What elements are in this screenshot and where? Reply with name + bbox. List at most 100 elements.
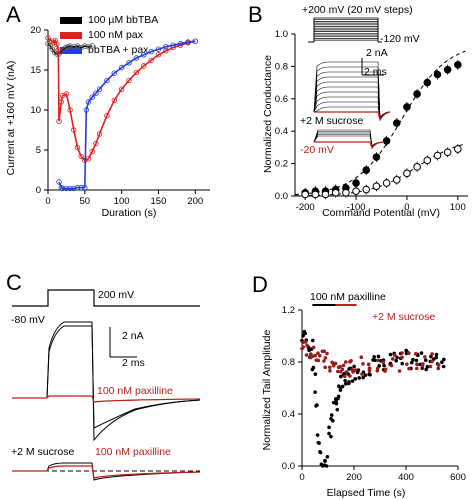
panel-b-point [443, 148, 452, 157]
panel-b-point [423, 156, 432, 165]
panel-d-point [343, 378, 348, 383]
panel-a-point [71, 185, 77, 192]
panel-d-point [318, 450, 323, 455]
panel-a-y-tick-label: 20 [30, 25, 41, 36]
panel-a-point [155, 52, 162, 58]
panel-d-point [322, 359, 326, 363]
panel-d-point [316, 351, 320, 355]
panel-b-point [413, 163, 421, 171]
panel-d-point [405, 362, 409, 366]
panel-d-point [343, 382, 348, 386]
panel-a-point [78, 184, 84, 191]
panel-b-point [372, 182, 381, 191]
panel-a-point [96, 131, 103, 137]
panel-b-point [392, 119, 401, 127]
panel-b-y-tick-label: 0.0 [275, 191, 288, 202]
panel-b-point [362, 166, 371, 174]
panel-d-point [395, 355, 399, 360]
panel-b-sucrose-label: +2 M sucrose [300, 115, 363, 127]
panel-a-x-tick-label: 50 [80, 196, 91, 207]
panel-d-point [301, 345, 306, 349]
panel-d-point [434, 355, 439, 360]
panel-a-point [71, 44, 77, 50]
panel-d-point [383, 367, 388, 372]
panel-label-b: B [248, 2, 263, 27]
panel-b-point [454, 60, 462, 69]
panel-d-point [411, 357, 415, 362]
panel-a-x-tick-label: 200 [187, 196, 203, 207]
panel-d-point [336, 365, 341, 370]
panel-d-point [335, 369, 340, 374]
panel-b-point [423, 78, 432, 87]
panel-a-point [111, 70, 117, 76]
panel-b-xlabel: Command Potential (mV) [322, 207, 440, 219]
panel-d-point [390, 357, 395, 361]
panel-b-point [443, 65, 452, 74]
panel-b-point [301, 190, 309, 199]
panel-a-point [104, 77, 110, 84]
panel-d-point [392, 353, 397, 357]
panel-a-point [55, 47, 62, 53]
panel-b-point [433, 151, 442, 160]
panel-b-point [352, 187, 360, 195]
panel-a-y-tick-label: 15 [30, 65, 41, 76]
panel-b-ylabel: Normalized Conductance [262, 55, 274, 173]
panel-d-point [400, 355, 404, 360]
panel-b-point [403, 169, 411, 178]
panel-a-point [45, 35, 51, 41]
panel-a-point [89, 43, 95, 49]
panel-a-point [83, 107, 89, 113]
panel-b-y-tick-label: 0.4 [275, 126, 288, 137]
panel-a-point [67, 43, 73, 49]
panel-label-a: A [6, 2, 21, 27]
panel-b-point [362, 185, 371, 194]
panel-b-minus20-label: -20 mV [300, 144, 334, 156]
panel-a-legend-swatch [60, 32, 82, 39]
panel-d-point [400, 361, 405, 366]
panel-c-scale-na: 2 nA [122, 330, 144, 342]
panel-a-point [163, 44, 169, 50]
panel-d-point [430, 359, 434, 364]
panel-b-point [352, 179, 360, 187]
panel-a-legend-swatch [60, 17, 82, 24]
panel-d-sucrose-label: +2 M sucrose [372, 311, 435, 323]
panel-a-point [71, 127, 77, 133]
panel-d-point [311, 365, 316, 370]
panel-b-point [433, 70, 442, 79]
panel-c-hold-label: -80 mV [11, 314, 45, 326]
panel-d-point [301, 340, 305, 345]
panel-d-point [310, 338, 315, 343]
panel-a-point [93, 90, 99, 96]
panel-d-point [336, 394, 341, 399]
panel-d-y-tick-label: 1.2 [282, 305, 295, 316]
panel-d-point [316, 358, 321, 363]
panel-d-point [342, 374, 347, 379]
panel-a-point [111, 97, 117, 104]
panel-d-point [339, 374, 343, 379]
panel-d-point [313, 390, 317, 394]
panel-d-point [340, 384, 345, 389]
panel-b-x-tick-label: -200 [296, 202, 315, 213]
panel-b-x-tick-label: 100 [450, 202, 466, 213]
panel-d-point [436, 366, 441, 371]
panel-d-point [347, 381, 351, 386]
panel-a-legend-2: 100 nM pax [88, 29, 144, 41]
panel-d-point [382, 363, 386, 368]
panel-d-point [355, 370, 360, 375]
panel-c-step-label: 200 mV [98, 289, 134, 301]
panel-a-x-tick-label: 0 [45, 196, 50, 207]
panel-d-point [415, 362, 419, 367]
panel-b-point [454, 145, 462, 153]
panel-a-point [155, 46, 162, 52]
panel-a-point [63, 91, 70, 97]
panel-c-pax-label-1: 100 nM paxilline [97, 385, 173, 397]
panel-a-ylabel: Current at +160 mV (nA) [5, 61, 17, 176]
panel-a-point [63, 185, 70, 192]
panel-b-point [403, 103, 411, 111]
panel-b-current-red [314, 111, 391, 122]
panel-d-point [423, 355, 427, 359]
panel-b-y-tick-label: 0.6 [275, 94, 288, 105]
panel-d-point [323, 356, 328, 360]
panel-a-point [141, 52, 147, 58]
panel-a-point [133, 55, 140, 61]
